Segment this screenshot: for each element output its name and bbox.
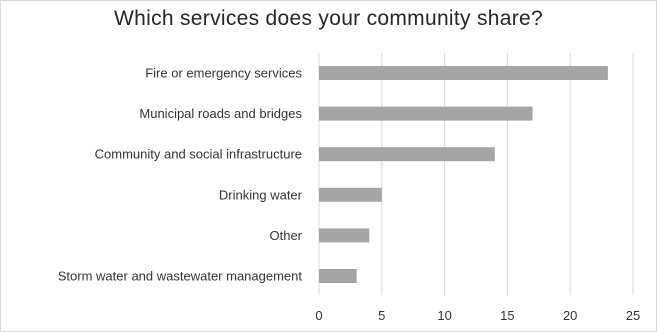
bar-0 [319,66,608,80]
category-label: Other [269,228,302,243]
category-label: Drinking water [219,187,303,202]
category-label: Storm water and wastewater management [58,269,303,284]
x-tick-label: 10 [437,308,451,323]
bar-3 [319,187,382,202]
bar-1 [319,106,533,121]
x-tick-label: 15 [500,308,514,323]
x-tick-label: 25 [626,308,640,323]
chart-title: Which services does your community share… [114,7,543,30]
bars [319,66,608,283]
bar-2 [319,147,495,162]
category-label: Community and social infrastructure [95,147,302,162]
grid-lines [318,53,634,295]
category-label: Municipal roads and bridges [139,106,302,121]
x-tick-label: 20 [563,308,577,323]
bar-4 [319,228,370,243]
x-axis-ticks: 0 5 10 15 20 25 [315,308,640,323]
category-labels: Fire or emergency services Municipal road… [58,66,303,284]
category-label: Fire or emergency services [145,66,302,81]
x-tick-label: 0 [315,308,322,323]
x-tick-label: 5 [378,308,385,323]
bar-5 [319,269,357,283]
